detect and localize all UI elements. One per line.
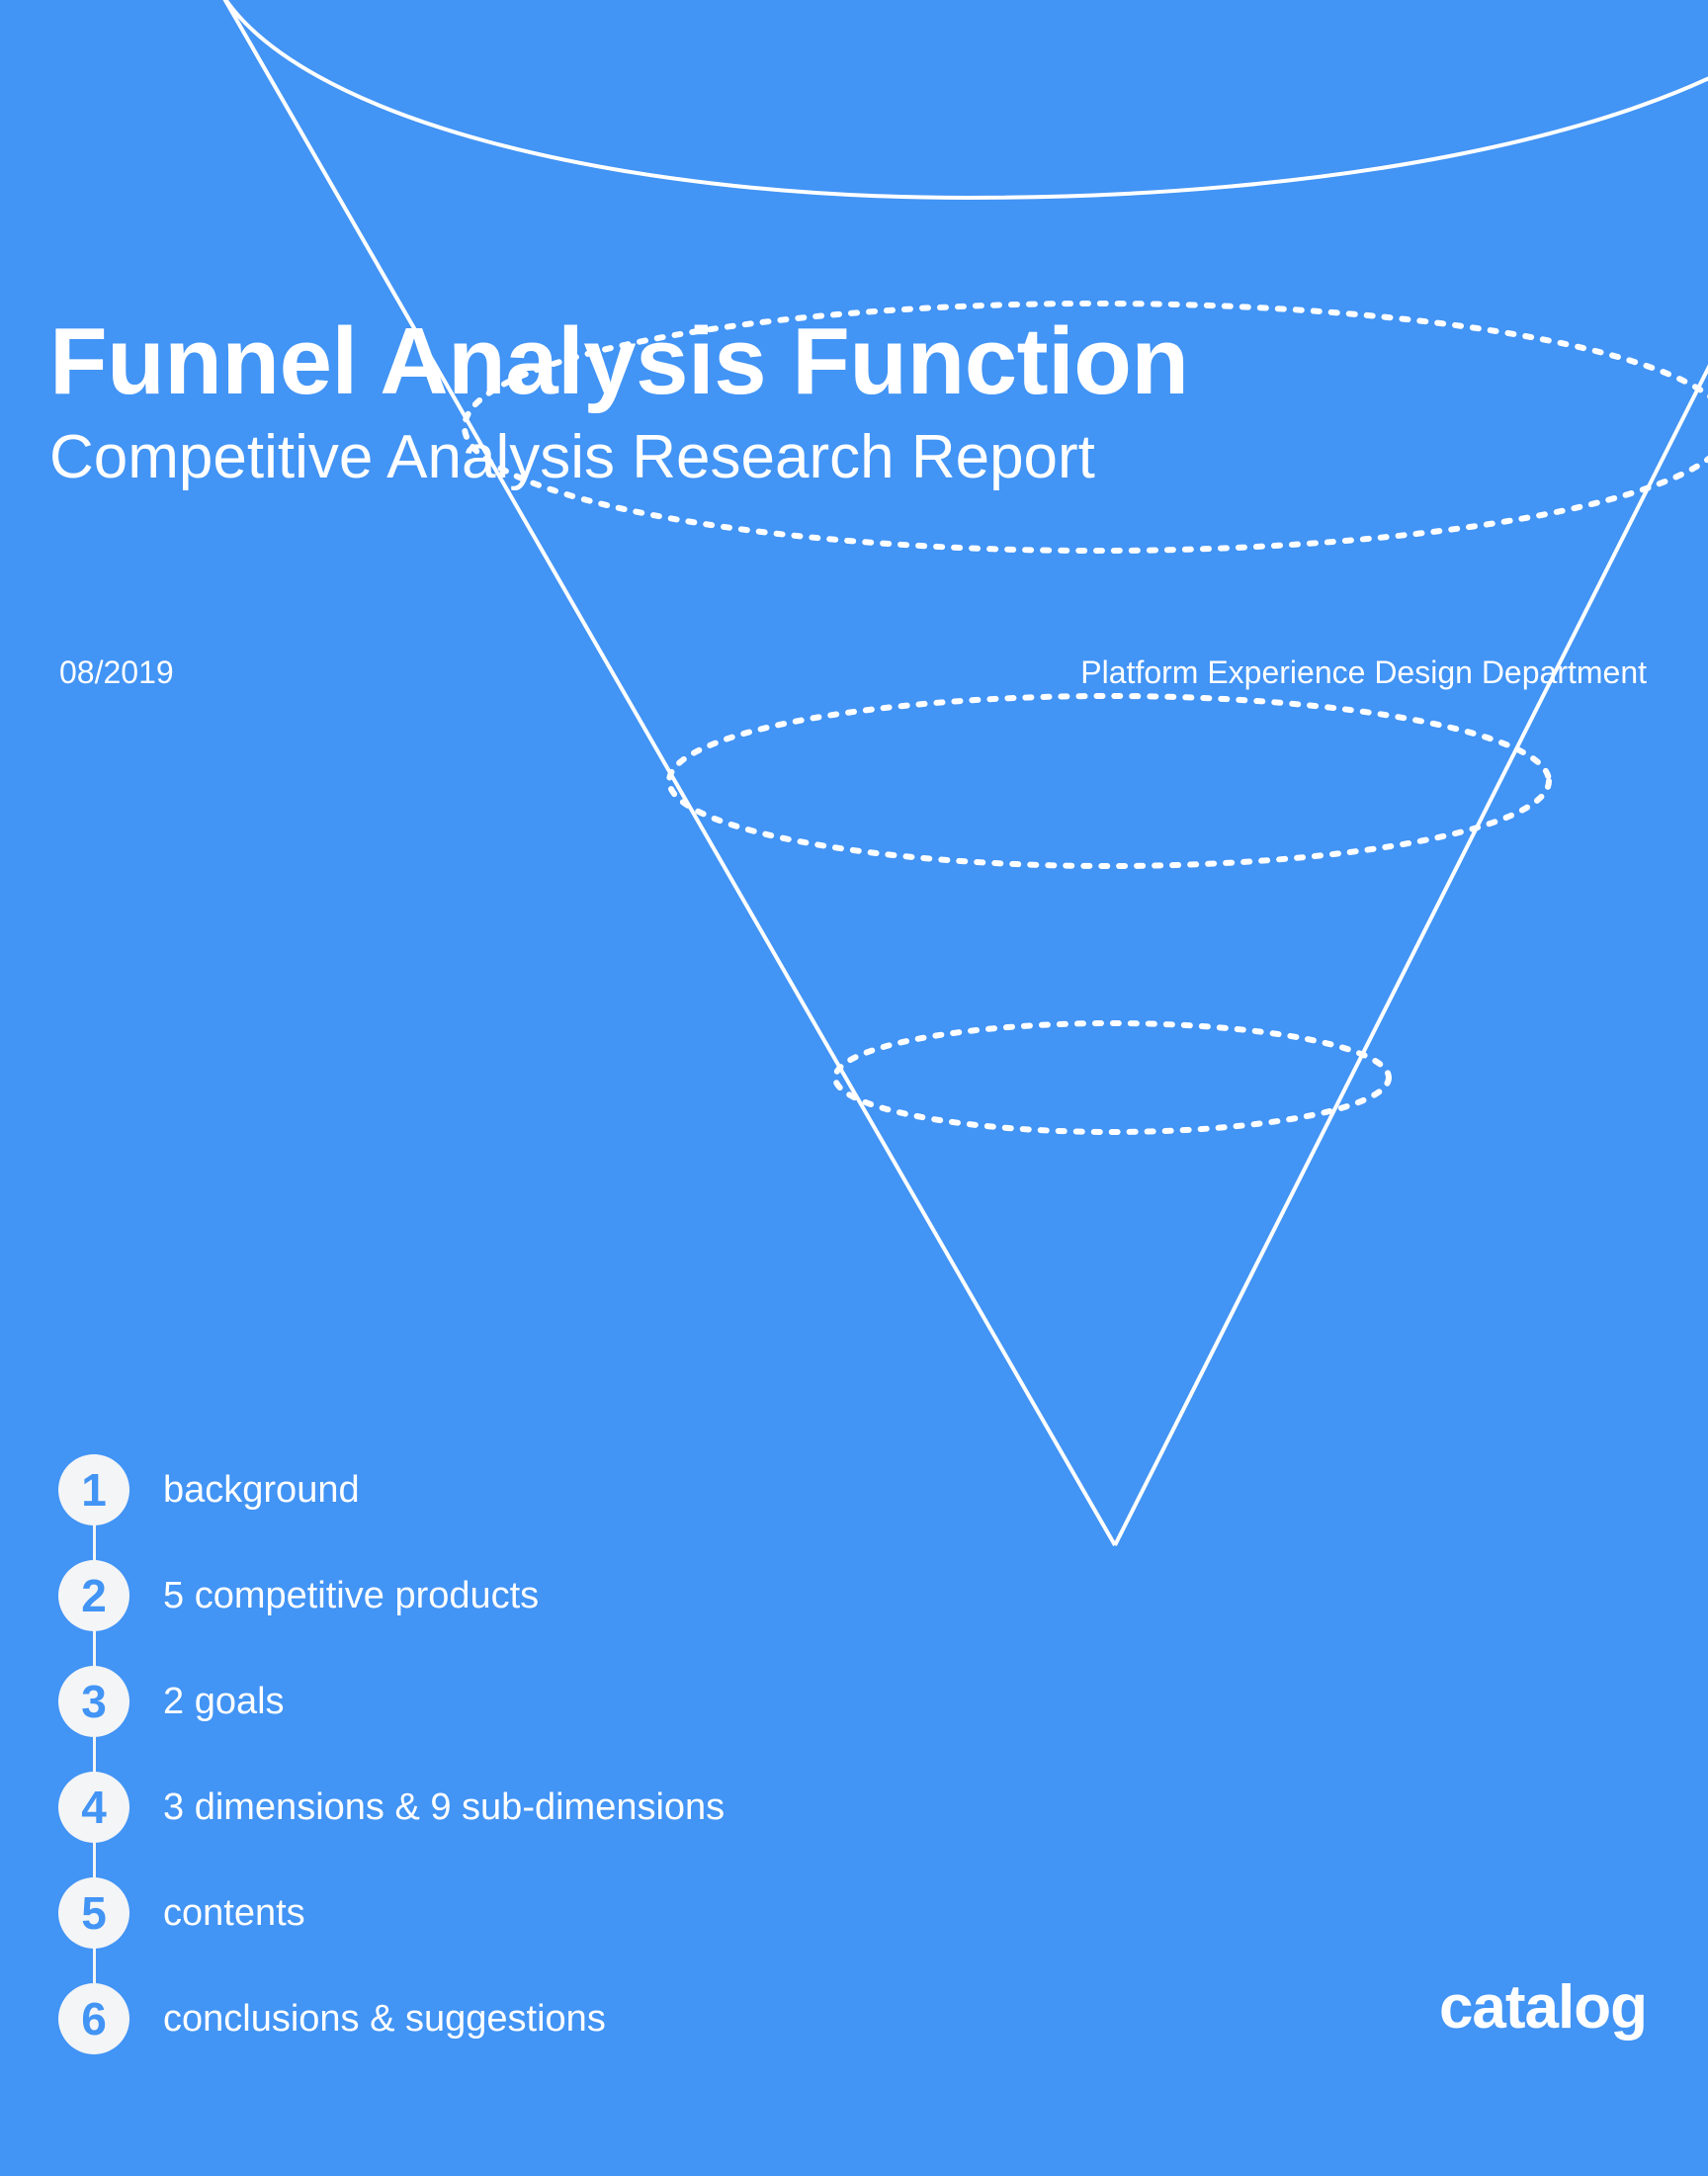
toc-connector-line xyxy=(93,1472,96,2001)
toc-number-badge: 3 xyxy=(58,1665,129,1737)
toc-item-label: 2 goals xyxy=(163,1680,285,1722)
funnel-section-ellipse-3 xyxy=(832,1020,1392,1135)
funnel-left-edge xyxy=(222,0,1117,1546)
brand-logo: catalog xyxy=(1438,1973,1648,2042)
publication-date: 08/2019 xyxy=(59,653,174,690)
toc-item-3[interactable]: 3 2 goals xyxy=(58,1648,997,1754)
toc-number-badge: 1 xyxy=(58,1453,129,1525)
toc-number-badge: 5 xyxy=(58,1876,129,1949)
toc-item-1[interactable]: 1 background xyxy=(58,1436,997,1542)
funnel-section-ellipse-2 xyxy=(666,693,1552,869)
toc-item-label: 5 competitive products xyxy=(163,1574,540,1616)
toc-number-badge: 4 xyxy=(58,1771,129,1843)
toc-number-badge: 2 xyxy=(58,1559,129,1631)
department-name: Platform Experience Design Department xyxy=(1080,653,1647,690)
toc-item-label: contents xyxy=(163,1891,305,1934)
page-title: Funnel Analysis Function xyxy=(49,308,1189,414)
table-of-contents: 1 background 2 5 competitive products 3 … xyxy=(58,1436,997,2071)
toc-item-6[interactable]: 6 conclusions & suggestions xyxy=(58,1965,997,2071)
toc-number-badge: 6 xyxy=(58,1982,129,2054)
cover-meta-row: 08/2019 Platform Experience Design Depar… xyxy=(59,653,1647,692)
toc-item-label: conclusions & suggestions xyxy=(163,1997,606,2040)
toc-item-label: 3 dimensions & 9 sub-dimensions xyxy=(163,1785,726,1828)
toc-item-5[interactable]: 5 contents xyxy=(58,1860,997,1965)
toc-item-4[interactable]: 4 3 dimensions & 9 sub-dimensions xyxy=(58,1754,997,1860)
title-block: Funnel Analysis Function Competitive Ana… xyxy=(49,314,1236,488)
page-subtitle: Competitive Analysis Research Report xyxy=(49,423,1095,491)
toc-item-2[interactable]: 2 5 competitive products xyxy=(58,1542,997,1648)
toc-item-label: background xyxy=(163,1468,360,1511)
funnel-top-rim-arc xyxy=(223,0,1708,201)
